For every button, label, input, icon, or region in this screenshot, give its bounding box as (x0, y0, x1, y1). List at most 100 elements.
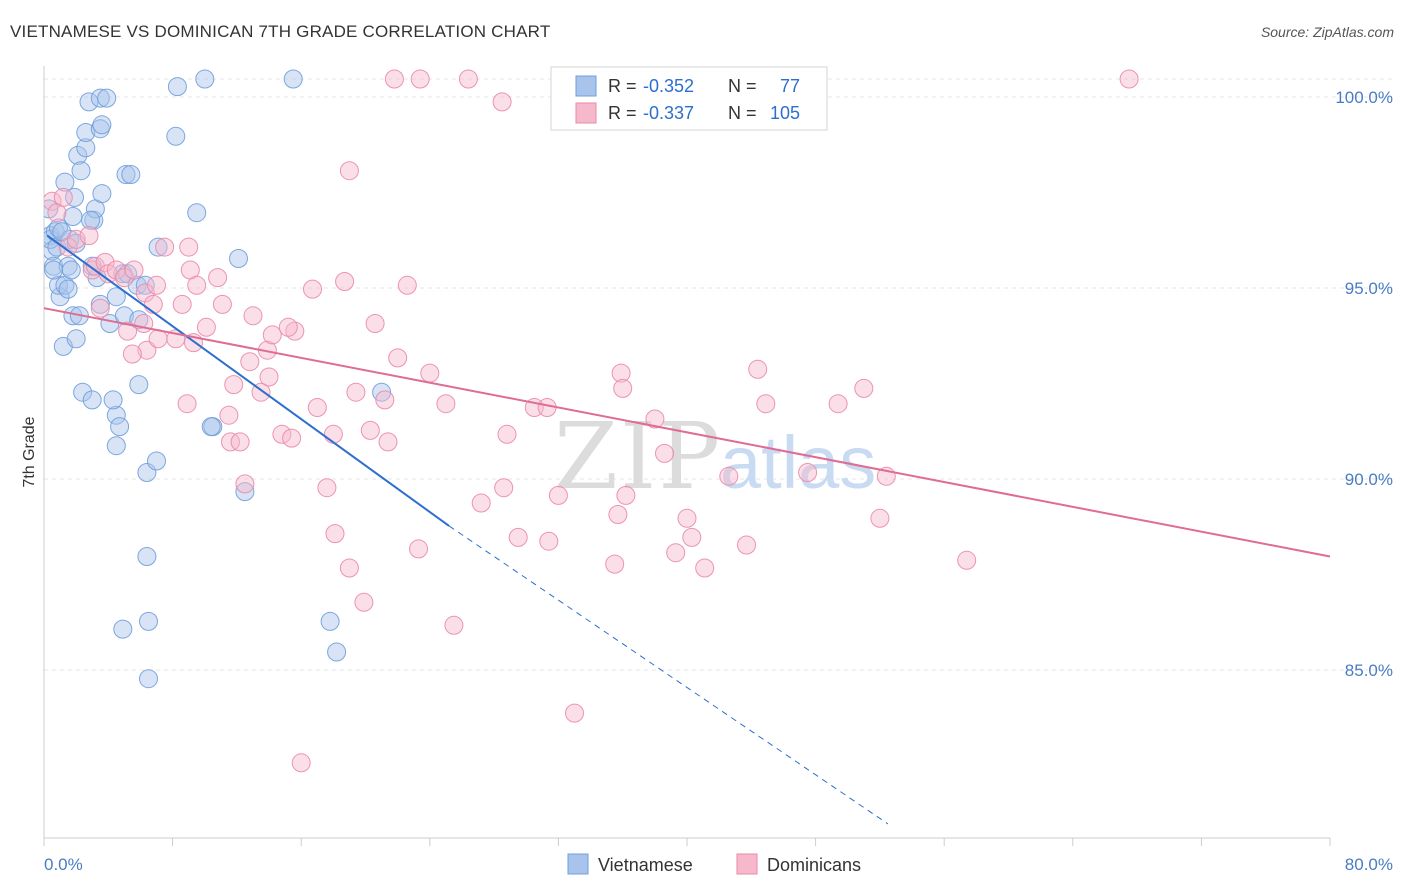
legend-n-label-vietnamese: N = (728, 76, 757, 96)
vietnamese-point-12 (58, 256, 78, 276)
dominicans-point-74 (548, 485, 568, 505)
axes (43, 66, 1331, 846)
dominicans-point-49 (339, 558, 359, 578)
vietnamese-point-21 (55, 172, 75, 192)
dominicans-point-14 (147, 275, 166, 295)
dominicans-point-80 (613, 378, 633, 398)
legend-r-value-vietnamese: -0.352 (643, 76, 694, 96)
dominicans-point-97 (957, 550, 977, 570)
vietnamese-point-39 (106, 287, 126, 307)
dominicans-point-93 (828, 394, 848, 414)
dominicans-point-52 (354, 592, 374, 612)
vietnamese-point-35 (97, 88, 117, 108)
vietnamese-point-51 (129, 375, 149, 395)
dominicans-point-98 (1119, 69, 1139, 89)
dominicans-point-60 (384, 69, 404, 89)
dominicans-point-70 (508, 527, 528, 547)
dominicans-point-3 (58, 237, 78, 257)
dominicans-point-17 (179, 237, 199, 257)
dominicans-point-12 (124, 260, 144, 280)
legend-swatch-vietnamese (575, 75, 597, 97)
dominicans-point-57 (388, 348, 408, 368)
dominicans-point-20 (118, 321, 138, 341)
legend-box: R = -0.352 N = 77 R = -0.337 N = 105 (550, 66, 828, 131)
dominicans-point-61 (410, 69, 430, 89)
dominicans-point-15 (155, 237, 175, 257)
dominicans-point-68 (494, 478, 514, 498)
dominicans-point-91 (756, 394, 776, 414)
dominicans-point-62 (420, 363, 440, 383)
dominicans-point-38 (259, 367, 279, 387)
dominicans-point-58 (397, 275, 417, 295)
vietnamese-point-24 (68, 145, 88, 165)
dominicans-point-32 (230, 432, 250, 452)
dominicans-point-22 (137, 340, 157, 360)
dominicans-point-48 (335, 272, 355, 291)
dominicans-point-28 (208, 268, 228, 288)
vietnamese-point-70 (372, 382, 392, 402)
dominicans-point-26 (187, 275, 207, 295)
dominicans-point-45 (317, 478, 337, 498)
bottom-legend-swatch-dominicans (736, 853, 758, 875)
y-tick-label-95: 95.0% (1345, 279, 1393, 298)
vietnamese-point-48 (121, 165, 141, 184)
dominicans-point-66 (471, 493, 491, 513)
vietnamese-point-72 (81, 210, 101, 230)
dominicans-point-89 (737, 535, 756, 555)
vietnamese-point-19 (73, 382, 93, 402)
legend-n-value-dominicans: 105 (770, 103, 800, 123)
dominicans-point-51 (346, 382, 366, 402)
dominicans-point-40 (282, 428, 302, 448)
dominicans-point-101 (224, 375, 244, 395)
dominicans-point-42 (278, 317, 298, 337)
vietnamese-point-69 (327, 642, 347, 662)
legend-r-label-vietnamese: R = (608, 76, 637, 96)
vietnamese-trend-extension (448, 525, 889, 825)
gridlines (44, 78, 1393, 671)
legend-r-value-dominicans: -0.337 (643, 103, 694, 123)
dominicans-point-86 (682, 527, 702, 547)
dominicans-point-47 (325, 524, 345, 544)
dominicans-point-92 (798, 463, 818, 482)
vietnamese-point-47 (116, 165, 136, 184)
dominicans-point-95 (870, 508, 890, 528)
y-tick-label-85: 85.0% (1345, 661, 1393, 680)
vietnamese-point-58 (148, 237, 168, 257)
vietnamese-trend-line (46, 234, 450, 527)
dominicans-point-63 (436, 394, 456, 414)
x-tick-label-min: 0.0% (44, 855, 83, 874)
dominicans-point-8 (95, 252, 115, 272)
vietnamese-point-65 (229, 249, 248, 268)
y-tick-label-90: 90.0% (1345, 470, 1393, 489)
dominicans-point-65 (458, 69, 478, 89)
vietnamese-point-52 (135, 275, 155, 295)
dominicans-point-31 (221, 432, 240, 452)
dominicans-point-99 (291, 753, 311, 773)
legend-swatch-dominicans (575, 102, 597, 124)
dominicans-point-59 (409, 539, 428, 559)
legend-r-label-dominicans: R = (608, 103, 637, 123)
watermark: ZIP atlas (554, 403, 876, 510)
dominicans-point-103 (122, 344, 142, 364)
vietnamese-point-33 (92, 115, 112, 135)
dominicans-point-56 (378, 432, 398, 452)
y-tick-labels: 85.0% 90.0% 95.0% 100.0% (1335, 88, 1393, 680)
svg-text:ZIP: ZIP (554, 403, 722, 510)
vietnamese-point-57 (147, 451, 166, 471)
vietnamese-point-54 (137, 547, 157, 566)
dominicans-point-88 (719, 466, 739, 486)
dominicans-point-25 (172, 294, 192, 314)
vietnamese-point-26 (76, 138, 96, 158)
dominicans-point-33 (235, 474, 255, 494)
bottom-legend-label-vietnamese: Vietnamese (598, 855, 693, 875)
dominicans-point-50 (339, 161, 359, 181)
vietnamese-point-17 (66, 329, 86, 349)
dominicans-point-5 (79, 226, 99, 246)
y-tick-label-100: 100.0% (1335, 88, 1393, 107)
vietnamese-point-20 (82, 390, 102, 410)
vietnamese-point-66 (235, 482, 255, 502)
dominicans-point-94 (854, 378, 874, 398)
dominicans-point-23 (148, 329, 168, 349)
dominicans-point-27 (196, 317, 216, 337)
dominicans-point-87 (695, 558, 715, 578)
